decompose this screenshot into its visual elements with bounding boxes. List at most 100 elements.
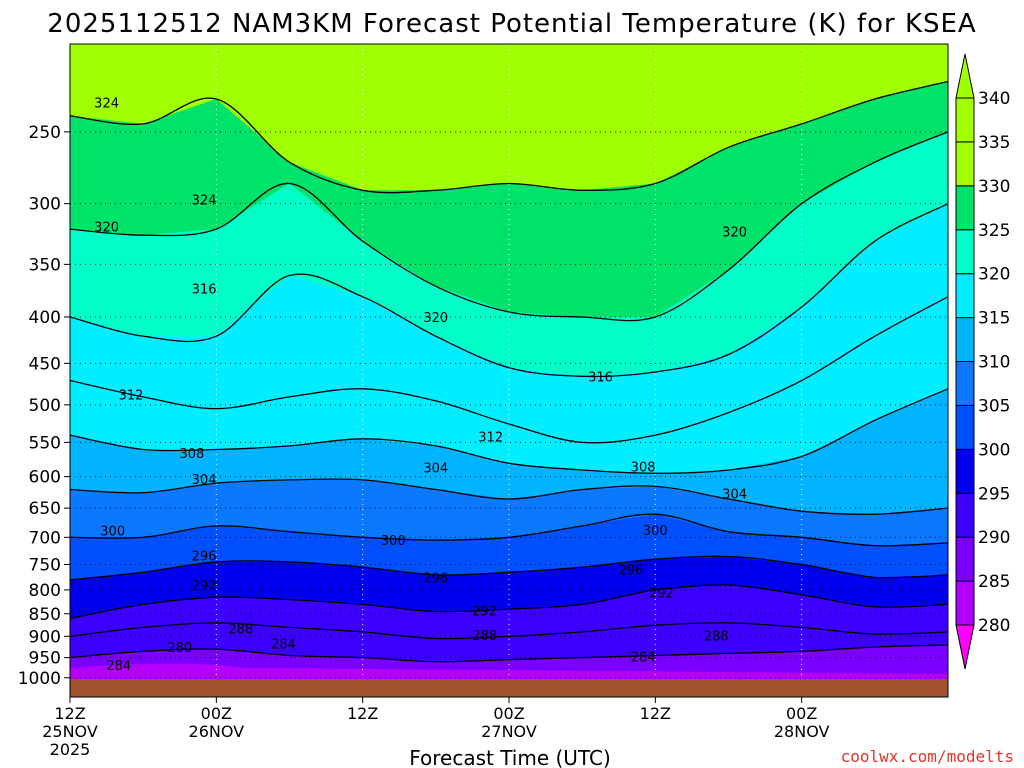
contour-label-292: 292 — [192, 579, 217, 594]
chart-title: 2025112512 NAM3KM Forecast Potential Tem… — [47, 9, 976, 39]
colorbar-segment-315 — [955, 273, 975, 319]
y-tick-label-550: 550 — [29, 433, 61, 453]
contour-label-296: 296 — [423, 571, 448, 586]
y-tick-label-1000: 1000 — [18, 669, 61, 689]
contour-label-304: 304 — [722, 487, 747, 502]
contour-label-316: 316 — [192, 282, 217, 297]
isentrope-324 — [70, 80, 948, 194]
x-tick-label-36-1: 00Z — [493, 704, 524, 723]
contour-label-312: 312 — [478, 431, 503, 446]
x-axis-label: Forecast Time (UTC) — [409, 746, 611, 768]
contour-label-308: 308 — [631, 461, 656, 476]
colorbar-label-330: 330 — [978, 177, 1010, 197]
contour-label-288: 288 — [472, 629, 497, 644]
contour-label-288: 288 — [228, 622, 253, 637]
contour-label-300: 300 — [643, 524, 668, 539]
y-tick-label-650: 650 — [29, 499, 61, 519]
x-tick-label-60-1: 00Z — [786, 704, 817, 723]
contour-label-300: 300 — [381, 534, 406, 549]
colorbar-segment-305 — [955, 361, 975, 406]
isentrope-288 — [70, 622, 948, 640]
contour-label-284: 284 — [106, 659, 131, 674]
contour-label-320: 320 — [423, 311, 448, 326]
contour-label-288: 288 — [704, 629, 729, 644]
colorbar-label-285: 285 — [978, 572, 1010, 592]
isentrope-296 — [70, 555, 948, 581]
x-tick-label-0-2: 25NOV — [42, 722, 98, 741]
y-tick-label-800: 800 — [29, 581, 61, 601]
x-tick-label-36-2: 27NOV — [481, 722, 537, 741]
colorbar-label-335: 335 — [978, 133, 1010, 153]
plot-area: 324 320 324 316 320 320 316 312 312 308 308 304 304 3… — [69, 43, 949, 698]
y-tick-label-250: 250 — [29, 123, 61, 143]
colorbar-label-320: 320 — [978, 265, 1010, 285]
y-tick-label-450: 450 — [29, 354, 61, 374]
contour-label-312: 312 — [119, 389, 144, 404]
contour-label-308: 308 — [179, 447, 204, 462]
contour-label-284: 284 — [631, 650, 656, 665]
isentrope-320 — [70, 131, 948, 322]
colorbar-label-325: 325 — [978, 221, 1010, 241]
colorbar-label-310: 310 — [978, 353, 1010, 373]
isentrope-304 — [70, 478, 948, 515]
pressure-axis: 2503003504004505005506006507007508008509… — [18, 123, 70, 689]
contour-label-296: 296 — [618, 564, 643, 579]
isentrope-308 — [70, 388, 948, 474]
credit-text: coolwx.com/modelts — [841, 747, 1014, 766]
theta-band-surface — [70, 663, 948, 679]
colorbar-segment-285 — [955, 536, 975, 582]
colorbar-label-340: 340 — [978, 89, 1010, 109]
colorbar-segment-295 — [955, 448, 975, 494]
x-tick-label-48-1: 12Z — [640, 704, 671, 723]
x-tick-label-24-1: 12Z — [347, 704, 378, 723]
contour-label-304: 304 — [192, 473, 217, 488]
x-tick-label-12-1: 00Z — [201, 704, 232, 723]
isentrope-lines — [70, 80, 948, 663]
isentrope-300 — [70, 513, 948, 547]
y-tick-label-400: 400 — [29, 308, 61, 328]
contour-label-324: 324 — [192, 194, 217, 209]
x-tick-label-0-3: 2025 — [50, 740, 91, 759]
colorbar-upper-extension — [955, 53, 975, 99]
colorbar: 280 285 290 295 300 305 310 315 320 325 330 335 340 — [955, 53, 1010, 670]
theta-band-324 — [70, 44, 948, 191]
colorbar-label-280: 280 — [978, 616, 1010, 636]
y-tick-label-850: 850 — [29, 605, 61, 625]
colorbar-label-305: 305 — [978, 396, 1010, 416]
contour-label-320: 320 — [94, 221, 119, 236]
contour-label-296: 296 — [192, 550, 217, 565]
y-tick-label-600: 600 — [29, 468, 61, 488]
colorbar-segment-300 — [955, 404, 975, 450]
contour-label-300: 300 — [100, 525, 125, 540]
isentrope-284 — [70, 644, 948, 663]
contour-label-292: 292 — [649, 586, 674, 601]
isentrope-312 — [70, 296, 948, 444]
y-tick-label-750: 750 — [29, 556, 61, 576]
contour-label-324: 324 — [94, 96, 119, 111]
colorbar-segment-325 — [955, 185, 975, 231]
colorbar-segment-280 — [955, 580, 975, 626]
theta-band-warm-top — [838, 44, 948, 74]
colorbar-label-290: 290 — [978, 528, 1010, 548]
y-tick-label-500: 500 — [29, 396, 61, 416]
colorbar-label-315: 315 — [978, 309, 1010, 329]
isentrope-292 — [70, 584, 948, 620]
isentrope-316 — [70, 203, 948, 378]
contour-label-280: 280 — [167, 641, 192, 656]
contour-label-316: 316 — [588, 370, 613, 385]
y-tick-label-900: 900 — [29, 627, 61, 647]
x-tick-label-12-2: 26NOV — [189, 722, 245, 741]
contour-label-284: 284 — [271, 638, 296, 653]
contour-label-292: 292 — [472, 605, 497, 620]
x-tick-label-60-2: 28NOV — [774, 722, 830, 741]
colorbar-label-300: 300 — [978, 440, 1010, 460]
colorbar-lower-extension — [955, 624, 975, 670]
contour-labels: 324 320 324 316 320 320 316 312 312 308 308 304 304 3… — [94, 96, 747, 674]
contour-label-304: 304 — [423, 461, 448, 476]
colorbar-label-295: 295 — [978, 484, 1010, 504]
contour-label-320: 320 — [722, 226, 747, 241]
colorbar-segment-335 — [955, 97, 975, 143]
ground-surface — [70, 679, 948, 697]
